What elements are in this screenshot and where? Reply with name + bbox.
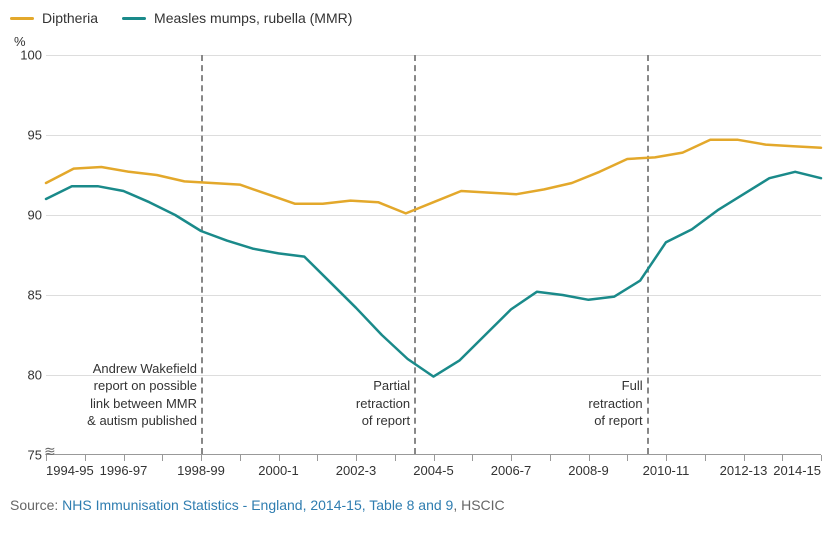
legend-item: Diptheria bbox=[10, 10, 98, 26]
x-tick-mark bbox=[744, 455, 745, 461]
x-tick-mark bbox=[821, 455, 822, 461]
x-tick-label: 2004-5 bbox=[413, 463, 453, 478]
x-tick-mark bbox=[85, 455, 86, 461]
y-tick-label: 100 bbox=[12, 48, 42, 63]
plot-outer: ≋ 7580859095100Andrew Wakefield report o… bbox=[10, 55, 821, 485]
x-tick-mark bbox=[589, 455, 590, 461]
legend-label: Measles mumps, rubella (MMR) bbox=[154, 10, 352, 26]
x-tick-mark bbox=[782, 455, 783, 461]
y-tick-label: 75 bbox=[12, 448, 42, 463]
source-line: Source: NHS Immunisation Statistics - En… bbox=[10, 497, 821, 513]
x-tick-label: 2008-9 bbox=[568, 463, 608, 478]
series-svg bbox=[46, 55, 821, 454]
x-tick-mark bbox=[162, 455, 163, 461]
source-suffix: , HSCIC bbox=[453, 497, 504, 513]
x-tick-mark bbox=[550, 455, 551, 461]
x-tick-mark bbox=[627, 455, 628, 461]
legend-swatch-mmr bbox=[122, 17, 146, 20]
x-tick-label: 2002-3 bbox=[336, 463, 376, 478]
x-tick-mark bbox=[472, 455, 473, 461]
x-tick-mark bbox=[395, 455, 396, 461]
x-tick-label: 2010-11 bbox=[643, 463, 690, 478]
x-tick-label: 2014-15 bbox=[773, 463, 821, 478]
x-tick-label: 1998-99 bbox=[177, 463, 225, 478]
legend: Diptheria Measles mumps, rubella (MMR) bbox=[10, 10, 821, 26]
source-prefix: Source: bbox=[10, 497, 62, 513]
y-tick-label: 80 bbox=[12, 368, 42, 383]
x-tick-mark bbox=[201, 455, 202, 461]
y-tick-label: 85 bbox=[12, 288, 42, 303]
x-tick-mark bbox=[434, 455, 435, 461]
series-line-diphtheria bbox=[46, 140, 821, 214]
x-tick-mark bbox=[124, 455, 125, 461]
x-axis: 1994-95 1996-97 1998-99 2000-1 2002-3 2004-5 2… bbox=[46, 455, 821, 485]
legend-swatch-diphtheria bbox=[10, 17, 34, 20]
chart-container: Diptheria Measles mumps, rubella (MMR) %… bbox=[10, 10, 821, 513]
x-tick-mark bbox=[240, 455, 241, 461]
x-tick-mark bbox=[356, 455, 357, 461]
x-tick-mark bbox=[279, 455, 280, 461]
x-tick-label: 1994-95 bbox=[46, 463, 94, 478]
x-tick-mark bbox=[511, 455, 512, 461]
x-tick-mark bbox=[46, 455, 47, 461]
legend-item: Measles mumps, rubella (MMR) bbox=[122, 10, 352, 26]
y-tick-label: 90 bbox=[12, 208, 42, 223]
x-tick-mark bbox=[705, 455, 706, 461]
source-link[interactable]: NHS Immunisation Statistics - England, 2… bbox=[62, 497, 453, 513]
y-tick-label: 95 bbox=[12, 128, 42, 143]
x-tick-label: 2012-13 bbox=[720, 463, 768, 478]
x-tick-label: 2000-1 bbox=[258, 463, 298, 478]
x-tick-mark bbox=[666, 455, 667, 461]
x-tick-label: 1996-97 bbox=[100, 463, 148, 478]
y-axis-title: % bbox=[10, 34, 821, 49]
x-tick-label: 2006-7 bbox=[491, 463, 531, 478]
legend-label: Diptheria bbox=[42, 10, 98, 26]
plot-area: ≋ 7580859095100Andrew Wakefield report o… bbox=[46, 55, 821, 455]
x-tick-mark bbox=[317, 455, 318, 461]
